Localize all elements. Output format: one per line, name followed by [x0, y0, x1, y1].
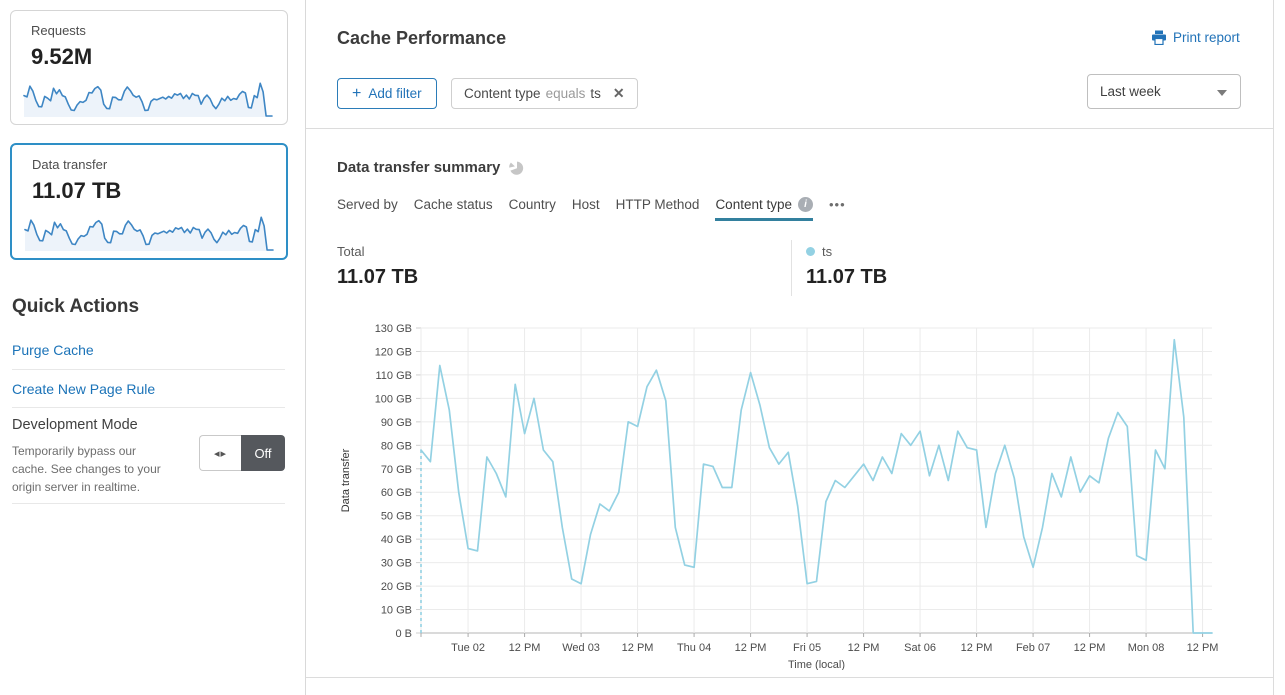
svg-text:Mon 08: Mon 08	[1128, 642, 1165, 654]
requests-card-value: 9.52M	[31, 44, 93, 69]
svg-text:0 B: 0 B	[395, 628, 412, 640]
bottom-divider	[306, 677, 1273, 678]
svg-text:Feb 07: Feb 07	[1016, 642, 1050, 654]
chip-field: Content type	[464, 86, 541, 101]
svg-text:110 GB: 110 GB	[376, 370, 413, 382]
toggle-off-label: Off	[241, 435, 285, 471]
svg-text:12 PM: 12 PM	[1187, 642, 1219, 654]
series-legend-block[interactable]: ts 11.07 TB	[806, 244, 887, 289]
svg-text:60 GB: 60 GB	[381, 487, 412, 499]
content-type-filter-chip[interactable]: Content type equals ts ✕	[451, 78, 638, 109]
svg-text:Sat 06: Sat 06	[904, 642, 936, 654]
svg-text:50 GB: 50 GB	[381, 511, 412, 523]
requests-card-label: Requests	[31, 23, 86, 38]
svg-text:12 PM: 12 PM	[622, 642, 654, 654]
svg-text:80 GB: 80 GB	[381, 440, 412, 452]
svg-text:Data transfer: Data transfer	[340, 448, 352, 512]
svg-text:Time (local): Time (local)	[788, 659, 845, 670]
svg-text:12 PM: 12 PM	[735, 642, 767, 654]
series-legend-dot-icon	[806, 247, 815, 256]
svg-text:Thu 04: Thu 04	[677, 642, 711, 654]
dimension-tabs: Served by Cache status Country Host HTTP Met…	[337, 197, 846, 221]
printer-icon	[1152, 30, 1166, 45]
tab-country[interactable]: Country	[509, 197, 556, 221]
tab-cache-status[interactable]: Cache status	[414, 197, 493, 221]
time-range-dropdown[interactable]: Last week	[1087, 74, 1241, 109]
requests-metric-card[interactable]: Requests 9.52M	[10, 10, 288, 125]
svg-text:20 GB: 20 GB	[381, 581, 412, 593]
total-value: 11.07 TB	[337, 266, 419, 288]
summary-title: Data transfer summary	[337, 159, 501, 176]
purge-cache-link[interactable]: Purge Cache	[12, 342, 94, 358]
svg-text:12 PM: 12 PM	[1074, 642, 1106, 654]
svg-text:Tue 02: Tue 02	[451, 642, 485, 654]
series-legend-label: ts	[822, 244, 833, 259]
add-filter-button[interactable]: + Add filter	[337, 78, 437, 109]
tab-label: Content type	[715, 197, 792, 212]
svg-text:120 GB: 120 GB	[375, 346, 412, 358]
sidebar-divider	[12, 369, 285, 370]
print-report-label: Print report	[1173, 30, 1240, 45]
svg-text:30 GB: 30 GB	[381, 558, 412, 570]
total-block: Total 11.07 TB	[337, 244, 418, 289]
quick-actions-heading: Quick Actions	[12, 296, 140, 317]
data-transfer-chart-container: 0 B 10 GB 20 GB 30 GB 40 GB 50 GB 60 GB 70 GB 80…	[337, 318, 1242, 675]
main-panel: Cache Performance Print report + Add fil…	[305, 0, 1285, 695]
page-title: Cache Performance	[337, 28, 507, 48]
svg-text:130 GB: 130 GB	[375, 323, 412, 335]
tab-served-by[interactable]: Served by	[337, 197, 398, 221]
series-value: 11.07 TB	[806, 266, 888, 288]
svg-text:Fri 05: Fri 05	[793, 642, 821, 654]
sidebar-divider	[12, 407, 285, 408]
print-report-button[interactable]: Print report	[1151, 30, 1240, 45]
svg-text:100 GB: 100 GB	[375, 393, 412, 405]
chip-operator: equals	[545, 86, 586, 101]
total-label: Total	[337, 244, 365, 259]
more-tabs-button[interactable]: •••	[829, 197, 846, 212]
svg-text:12 PM: 12 PM	[848, 642, 880, 654]
tab-label: Cache status	[413, 197, 493, 212]
chevron-down-icon	[1217, 90, 1227, 96]
sampled-data-pie-icon	[509, 161, 524, 175]
svg-text:40 GB: 40 GB	[381, 534, 412, 546]
tab-http-method[interactable]: HTTP Method	[616, 197, 700, 221]
add-filter-label: Add filter	[368, 86, 422, 101]
tab-label: Country	[508, 197, 556, 212]
time-range-value: Last week	[1100, 84, 1161, 99]
panel-right-border	[1273, 0, 1274, 695]
svg-text:10 GB: 10 GB	[381, 605, 412, 617]
data-transfer-card-label: Data transfer	[32, 157, 108, 172]
development-mode-label: Development Mode	[12, 417, 138, 433]
tab-host[interactable]: Host	[572, 197, 600, 221]
development-mode-description: Temporarily bypass our cache. See change…	[12, 444, 161, 495]
svg-text:70 GB: 70 GB	[381, 464, 412, 476]
svg-text:12 PM: 12 PM	[961, 642, 993, 654]
header-divider	[306, 128, 1273, 129]
toggle-arrows-icon[interactable]: ◂▸	[199, 435, 241, 471]
analytics-sidebar: Requests 9.52M Data transfer 11.07 TB Qu…	[0, 0, 305, 695]
plus-icon: +	[352, 84, 362, 102]
tab-label: HTTP Method	[615, 197, 700, 212]
development-mode-toggle[interactable]: ◂▸ Off	[199, 435, 285, 471]
tab-label: Served by	[337, 197, 398, 212]
data-transfer-card-value: 11.07 TB	[32, 178, 122, 203]
data-transfer-metric-card[interactable]: Data transfer 11.07 TB	[10, 143, 288, 260]
summary-section-header: Data transfer summary	[337, 159, 524, 176]
svg-text:90 GB: 90 GB	[381, 417, 412, 429]
remove-filter-icon[interactable]: ✕	[612, 85, 625, 101]
svg-text:Wed 03: Wed 03	[562, 642, 600, 654]
data-transfer-sparkline-chart	[24, 216, 274, 251]
info-icon[interactable]: i	[798, 197, 813, 212]
sidebar-divider	[12, 503, 285, 504]
chip-value: ts	[590, 86, 601, 101]
requests-sparkline-chart	[23, 82, 273, 117]
tab-content-type[interactable]: Content type i	[715, 197, 813, 221]
data-transfer-line-chart: 0 B 10 GB 20 GB 30 GB 40 GB 50 GB 60 GB 70 GB 80…	[340, 323, 1219, 671]
tab-label: Host	[571, 197, 600, 212]
create-page-rule-link[interactable]: Create New Page Rule	[12, 381, 156, 397]
svg-text:12 PM: 12 PM	[509, 642, 541, 654]
totals-divider	[791, 240, 792, 296]
